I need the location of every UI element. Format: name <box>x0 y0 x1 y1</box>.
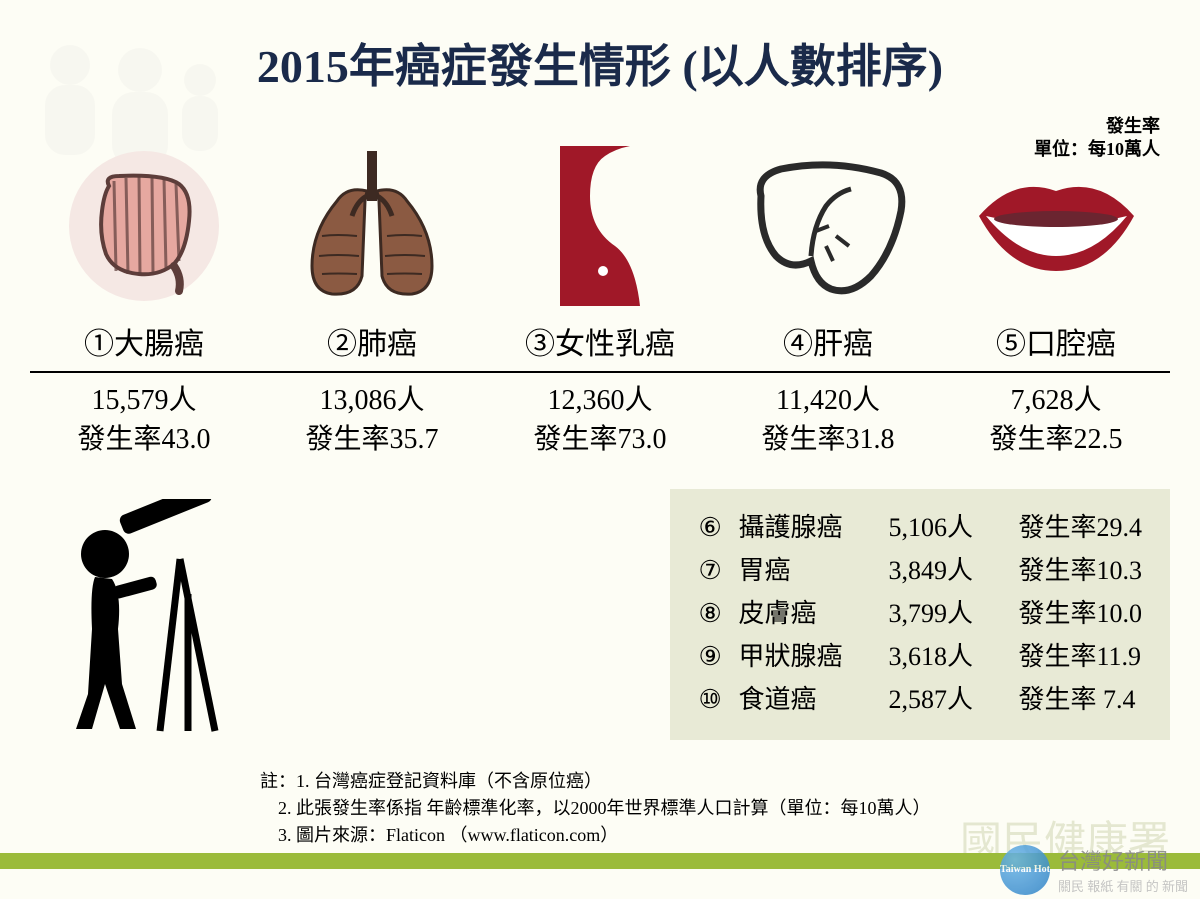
observer-icon <box>50 499 250 739</box>
stat-4: 11,420人發生率31.8 <box>714 381 942 459</box>
cancer-name-2: ②肺癌 <box>258 319 486 363</box>
cancer-name-3: ③女性乳癌 <box>486 319 714 363</box>
rank-row-6: ⑥攝護腺癌5,106人發生率29.4 <box>698 507 1142 550</box>
cancer-name-4: ④肝癌 <box>714 319 942 363</box>
rank-row-10: ⑩食道癌2,587人發生率 7.4 <box>698 679 1142 722</box>
rank-row-7: ⑦胃癌3,849人發生率10.3 <box>698 550 1142 593</box>
colon-icon <box>64 146 224 306</box>
cancer-name-5: ⑤口腔癌 <box>942 319 1170 363</box>
cancer-item-1: ①大腸癌 <box>30 141 258 363</box>
liver-icon <box>741 151 916 301</box>
cancer-name-1: ①大腸癌 <box>30 319 258 363</box>
rank-row-9: ⑨甲狀腺癌3,618人發生率11.9 <box>698 636 1142 679</box>
cancer-item-3: ③女性乳癌 <box>486 141 714 363</box>
cancer-item-4: ④肝癌 <box>714 141 942 363</box>
cancer-item-5: ⑤口腔癌 <box>942 141 1170 363</box>
watermark-sub: 關民 報紙 有關 的 新聞 <box>1058 876 1188 895</box>
stat-2: 13,086人發生率35.7 <box>258 381 486 459</box>
lungs-icon <box>287 146 457 306</box>
top5-row: ①大腸癌 ②肺癌 ③女性乳癌 <box>0 141 1200 363</box>
watermark-badge-icon: Taiwan Hot <box>1000 845 1050 895</box>
watermark-text: 台灣好新聞 <box>1058 844 1188 876</box>
notes: 註：1. 台灣癌症登記資料庫（不含原位癌） 2. 此張發生率係指 年齡標準化率，… <box>260 768 931 849</box>
watermark: Taiwan Hot 台灣好新聞 關民 報紙 有關 的 新聞 <box>1000 844 1188 895</box>
ranks-6-10-box: ⑥攝護腺癌5,106人發生率29.4 ⑦胃癌3,849人發生率10.3 ⑧皮膚癌… <box>670 489 1170 739</box>
mouth-icon <box>964 161 1149 291</box>
stat-1: 15,579人發生率43.0 <box>30 381 258 459</box>
rank-row-8: ⑧皮膚癌3,799人發生率10.0 <box>698 593 1142 636</box>
breast-icon <box>535 141 665 311</box>
cancer-item-2: ②肺癌 <box>258 141 486 363</box>
stat-5: 7,628人發生率22.5 <box>942 381 1170 459</box>
stat-3: 12,360人發生率73.0 <box>486 381 714 459</box>
stats-row: 15,579人發生率43.0 13,086人發生率35.7 12,360人發生率… <box>0 373 1200 459</box>
